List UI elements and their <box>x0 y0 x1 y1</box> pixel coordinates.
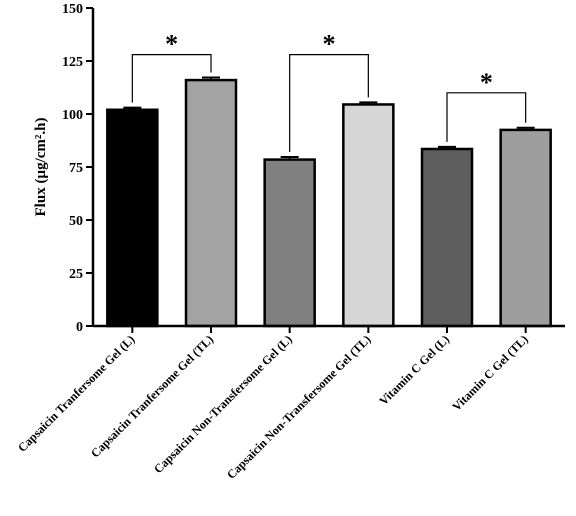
y-tick-label-100: 100 <box>62 108 83 123</box>
bar-3 <box>263 158 316 328</box>
bars-group <box>106 78 552 328</box>
y-tick-label-50: 50 <box>69 214 83 229</box>
y-tick-label-75: 75 <box>69 161 83 176</box>
x-tick-label-5: Vitamin C Gel (L) <box>376 332 452 408</box>
y-tick-label-150: 150 <box>62 2 83 17</box>
bar-6 <box>499 128 552 328</box>
y-tick-label-125: 125 <box>62 55 83 70</box>
bar-5 <box>420 147 474 328</box>
x-tick-label-6: Vitamin C Gel (TL) <box>449 332 530 413</box>
significance-star-3: * <box>480 68 493 97</box>
significance-group: * * * <box>131 30 527 153</box>
y-axis-label: Flux (µg/cm².h) <box>33 118 49 217</box>
significance-star-1: * <box>165 30 178 59</box>
significance-bracket-3 <box>446 92 527 142</box>
x-tick-label-4: Capsaicin Non-Transfersome Gel (TL) <box>224 332 374 482</box>
y-tick-label-25: 25 <box>69 267 83 282</box>
bar-2 <box>184 78 238 328</box>
error-bars-group <box>123 76 535 160</box>
significance-bracket-1 <box>131 54 212 103</box>
significance-star-2: * <box>323 30 336 59</box>
bar-4 <box>342 103 395 328</box>
bar-1 <box>106 108 159 328</box>
y-tick-label-0: 0 <box>76 320 83 335</box>
significance-bracket-2 <box>289 54 369 153</box>
x-tick-label-3: Capsaicin Non-Transfersome Gel (L) <box>151 332 295 476</box>
